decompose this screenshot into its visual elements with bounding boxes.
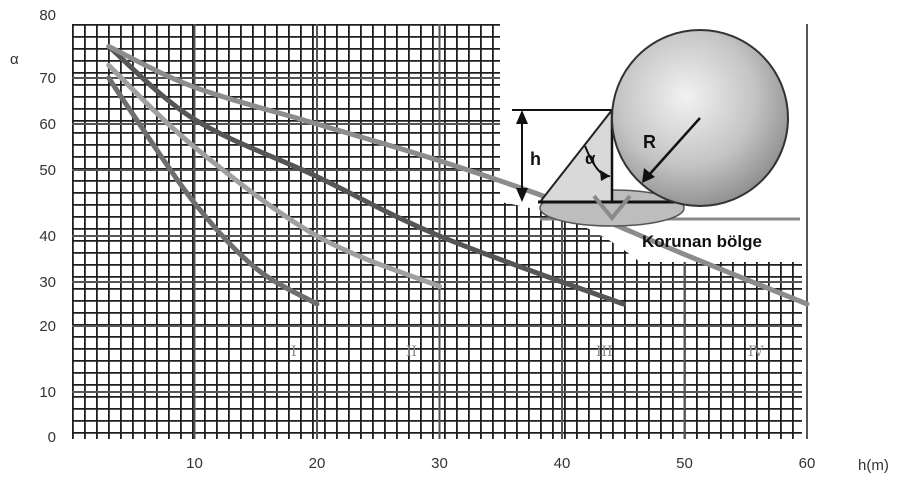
y-tick-label-4: 40	[39, 228, 56, 245]
height-arrow-top	[516, 110, 528, 124]
y-tick-label-3: 30	[39, 274, 56, 291]
series-line-I	[106, 75, 320, 307]
series-label-I: I	[291, 344, 297, 360]
y-tick-label-6: 60	[39, 116, 56, 133]
radius-arrowhead	[642, 168, 655, 183]
radius-label: R	[643, 132, 656, 152]
series-label-III: III	[596, 344, 613, 360]
height-arrow-bottom	[516, 188, 528, 202]
inset-illustration: h α R Korunan bölge	[512, 29, 800, 251]
y-tick-label-5: 50	[39, 162, 56, 179]
y-axis-title: α	[10, 51, 19, 68]
series-line-IV	[106, 44, 810, 307]
series-line-II	[106, 62, 442, 289]
x-tick-label-4: 50	[676, 455, 693, 472]
x-tick-label-0: 10	[186, 455, 203, 472]
x-tick-label-1: 20	[309, 455, 326, 472]
x-tick-label-3: 40	[554, 455, 571, 472]
v-arrow	[592, 194, 632, 222]
series-label-II: II	[406, 344, 417, 360]
x-axis-title: h(m)	[858, 457, 889, 474]
series-layer	[106, 44, 810, 307]
x-axis-ticks: 10 20 30 40 50 60	[186, 455, 815, 472]
y-tick-label-1: 10	[39, 384, 56, 401]
protected-zone-label: Korunan bölge	[642, 232, 762, 251]
x-tick-label-2: 30	[431, 455, 448, 472]
y-tick-label-7: 70	[39, 70, 56, 87]
series-label-IV: IV	[748, 344, 765, 360]
y-tick-label-2: 20	[39, 318, 56, 335]
y-tick-label-0: 0	[48, 429, 56, 446]
alpha-label: α	[585, 149, 596, 168]
radius-arrow	[647, 117, 701, 177]
series-labels: I II III IV	[291, 344, 765, 360]
height-label: h	[530, 149, 541, 169]
x-tick-label-5: 60	[799, 455, 816, 472]
y-axis-ticks: 0 10 20 30 40 50 60 70 80	[39, 7, 56, 446]
angle-arrowhead	[600, 170, 610, 181]
series-line-III	[106, 44, 626, 307]
y-tick-label-8: 80	[39, 7, 56, 24]
